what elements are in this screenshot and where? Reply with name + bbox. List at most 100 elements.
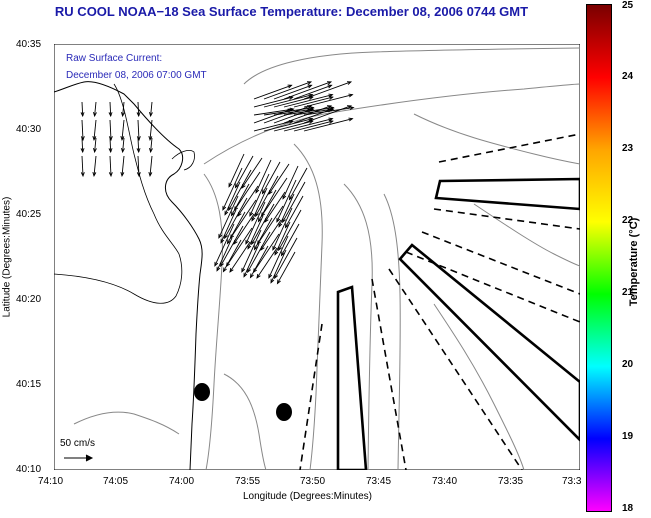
y-tick-label: 40:30 bbox=[16, 124, 42, 135]
current-vector bbox=[261, 177, 288, 217]
current-vector bbox=[268, 163, 290, 195]
current-vector bbox=[149, 119, 153, 140]
current-vector bbox=[257, 205, 284, 245]
current-vector-head bbox=[243, 272, 248, 278]
current-vector bbox=[137, 137, 140, 153]
current-vector bbox=[94, 137, 97, 152]
current-vector-head bbox=[251, 240, 256, 246]
current-vector bbox=[228, 153, 245, 187]
current-vector-head bbox=[136, 112, 141, 118]
current-vector-head bbox=[276, 279, 281, 285]
current-vector-head bbox=[328, 117, 334, 122]
x-tick-label: 74:00 bbox=[169, 476, 195, 487]
current-vector bbox=[273, 84, 312, 100]
mooring-marker bbox=[276, 403, 292, 421]
current-vector-head bbox=[260, 212, 266, 218]
current-vector bbox=[293, 84, 332, 100]
x-tick-label: 73:55 bbox=[235, 476, 261, 487]
current-vector bbox=[263, 94, 313, 108]
current-vector-head bbox=[282, 194, 287, 200]
map-title: RU COOL NOAA−18 Sea Surface Temperature:… bbox=[54, 4, 529, 19]
current-vector bbox=[255, 159, 272, 193]
current-vector-head bbox=[289, 107, 295, 112]
current-vector bbox=[273, 108, 314, 116]
current-vector-head bbox=[225, 262, 231, 268]
current-vector-head bbox=[255, 212, 260, 218]
current-vector-head bbox=[255, 188, 260, 194]
x-tick-label: 74:05 bbox=[103, 476, 129, 487]
current-vector-head bbox=[329, 107, 335, 112]
current-vector-head bbox=[328, 120, 334, 124]
current-vector bbox=[262, 161, 281, 194]
current-vector bbox=[276, 179, 297, 223]
current-vector-head bbox=[256, 240, 262, 246]
current-label-line2: December 08, 2006 07:00 GMT bbox=[66, 70, 207, 81]
current-vector bbox=[230, 199, 257, 239]
current-vector-head bbox=[80, 148, 85, 154]
current-vector bbox=[94, 101, 97, 116]
colorbar-tick: 22 bbox=[622, 215, 634, 226]
current-vector bbox=[263, 81, 312, 100]
current-vector bbox=[274, 221, 291, 255]
current-vector-head bbox=[268, 273, 273, 279]
current-vector-head bbox=[256, 273, 261, 279]
current-vector bbox=[220, 225, 244, 267]
y-tick-label: 40:25 bbox=[16, 209, 42, 220]
map-plot-area bbox=[53, 43, 582, 472]
current-vector-head bbox=[249, 211, 254, 217]
current-vector-head bbox=[92, 171, 97, 178]
current-vector bbox=[121, 155, 125, 176]
current-vector bbox=[270, 249, 287, 283]
current-vector-head bbox=[349, 106, 355, 111]
current-vector bbox=[81, 155, 84, 176]
temperature-colorbar bbox=[586, 4, 612, 512]
current-vector bbox=[234, 171, 261, 211]
current-vector bbox=[224, 197, 248, 239]
current-vector-head bbox=[108, 148, 113, 154]
current-vector bbox=[253, 108, 294, 116]
x-tick-label: 73:45 bbox=[366, 476, 392, 487]
current-vector bbox=[245, 201, 266, 245]
current-vector-head bbox=[253, 245, 258, 251]
current-vector bbox=[249, 173, 270, 217]
coastline bbox=[53, 81, 203, 471]
current-vector-head bbox=[257, 217, 262, 223]
current-vector-head bbox=[80, 172, 85, 178]
current-vector-head bbox=[148, 171, 153, 178]
current-vector-head bbox=[241, 183, 246, 189]
current-vector bbox=[235, 155, 254, 188]
current-vector bbox=[220, 209, 237, 243]
current-vector-head bbox=[261, 189, 266, 195]
y-tick-label: 40:15 bbox=[16, 379, 42, 390]
current-vector bbox=[273, 120, 313, 132]
colorbar-tick: 24 bbox=[622, 71, 634, 82]
current-vector-head bbox=[216, 266, 221, 272]
current-vector bbox=[216, 237, 233, 271]
current-vector-head bbox=[148, 111, 153, 118]
current-vector-head bbox=[80, 136, 85, 142]
current-vector-head bbox=[328, 96, 334, 100]
current-vector-head bbox=[284, 223, 289, 229]
current-vector bbox=[281, 223, 300, 256]
current-vector bbox=[81, 119, 84, 140]
current-vector bbox=[229, 241, 251, 273]
current-vector-head bbox=[260, 245, 265, 251]
x-axis-title: Longitude (Degrees:Minutes) bbox=[243, 491, 372, 502]
current-vector bbox=[93, 155, 97, 176]
current-vector bbox=[303, 107, 354, 116]
current-vector bbox=[260, 219, 282, 251]
current-vector bbox=[263, 118, 313, 132]
current-vector-head bbox=[220, 262, 225, 268]
current-vector bbox=[224, 181, 241, 215]
current-vector bbox=[283, 118, 333, 132]
x-tick-label: 74:10 bbox=[38, 476, 64, 487]
current-vector bbox=[285, 195, 304, 228]
current-vector-head bbox=[270, 278, 275, 284]
current-vector-head bbox=[108, 172, 113, 178]
current-vector-head bbox=[346, 81, 353, 85]
current-vector-head bbox=[120, 171, 125, 178]
current-vector-head bbox=[233, 206, 239, 212]
current-vector-head bbox=[234, 183, 239, 189]
current-vector-head bbox=[274, 274, 279, 280]
current-vectors bbox=[80, 81, 355, 285]
